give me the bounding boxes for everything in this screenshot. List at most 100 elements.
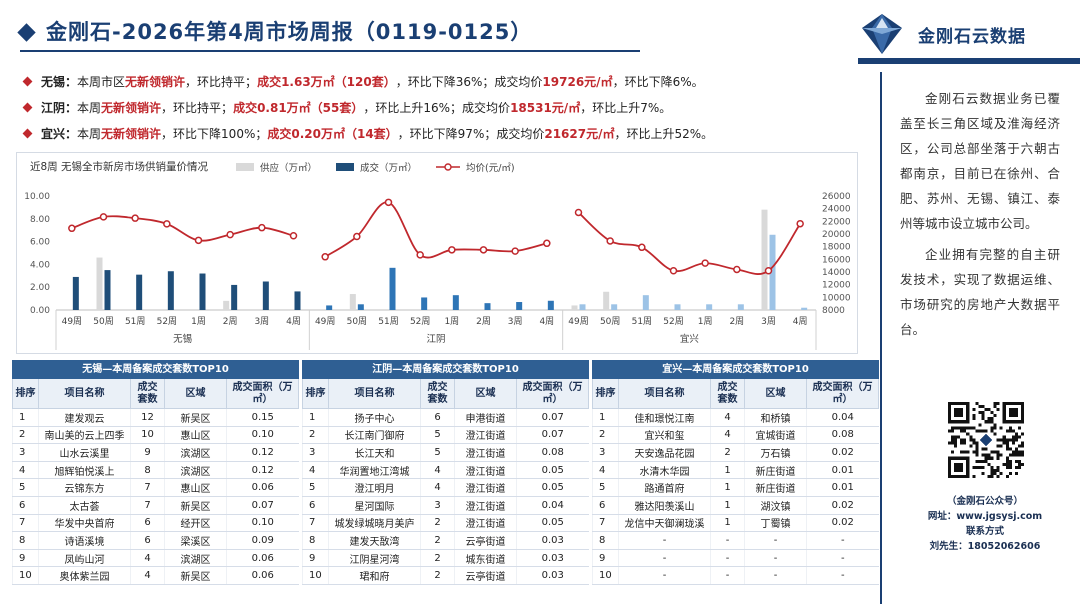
qr-module bbox=[963, 426, 967, 430]
district-cell: 澄江街道 bbox=[454, 461, 517, 480]
website-text[interactable]: 网址：www.jgsysj.com bbox=[927, 511, 1043, 522]
group-label: 无锡 bbox=[173, 333, 192, 345]
project-name-cell: 水清木华园 bbox=[618, 461, 711, 480]
qr-module bbox=[1020, 441, 1024, 445]
qr-module bbox=[993, 471, 997, 475]
top10-tables: 无锡—本周备案成交套数TOP10 排序 项目名称 成交套数 区域 成交面积（万㎡… bbox=[11, 360, 880, 600]
district-cell: 申港街道 bbox=[454, 408, 517, 427]
district-cell: 湖汶镇 bbox=[744, 496, 807, 515]
qr-module bbox=[996, 456, 1000, 460]
qr-module bbox=[1020, 462, 1024, 466]
y-right-tick-label: 16000 bbox=[822, 255, 851, 265]
summary-text: ，环比上升52%。 bbox=[614, 126, 714, 141]
qr-module bbox=[1005, 456, 1009, 460]
column-header: 成交面积（万㎡） bbox=[225, 378, 300, 409]
units-cell: 1 bbox=[710, 478, 745, 497]
price-point bbox=[479, 246, 488, 254]
qr-module bbox=[1017, 435, 1021, 439]
qr-module bbox=[975, 429, 979, 433]
project-name-cell: 扬子中心 bbox=[328, 408, 421, 427]
title-diamond-icon bbox=[17, 23, 36, 42]
table-caption: 宜兴—本周备案成交套数TOP10 bbox=[591, 360, 880, 379]
units-cell: 7 bbox=[130, 478, 165, 497]
qr-module bbox=[975, 450, 979, 454]
qr-module bbox=[978, 429, 982, 433]
table-row: 5 澄江明月 4 澄江街道 0.05 bbox=[302, 478, 589, 497]
x-tick-label: 2周 bbox=[729, 316, 744, 327]
qr-module bbox=[954, 444, 958, 448]
sales-bar bbox=[737, 304, 744, 310]
qr-module bbox=[969, 444, 973, 448]
sales-bar bbox=[262, 281, 269, 310]
rank-cell: 7 bbox=[302, 514, 329, 533]
table-body: 1 佳和璟悦江南 4 和桥镇 0.04 2 宜兴和玺 4 宜城街道 0.08 3 天安逸品花园 2 万石镇… bbox=[592, 408, 879, 585]
diamond-logo-icon bbox=[862, 14, 902, 54]
qr-module bbox=[987, 417, 991, 421]
summary-highlight: 18531元/㎡ bbox=[510, 100, 581, 115]
qr-module bbox=[981, 414, 985, 418]
supply-bar bbox=[96, 257, 103, 310]
intro-paragraph: 企业拥有完整的自主研发技术，实现了数据运维、市场研究的房地产大数据平台。 bbox=[900, 247, 1060, 337]
summary-highlight: 21627元/㎡ bbox=[544, 126, 615, 141]
qr-module bbox=[993, 405, 997, 409]
qr-module bbox=[951, 435, 955, 439]
units-cell: 4 bbox=[710, 426, 745, 445]
units-cell: 1 bbox=[710, 461, 745, 480]
qr-module bbox=[978, 411, 982, 415]
qr-module bbox=[984, 420, 988, 424]
table-row: 10- - - - bbox=[592, 566, 879, 585]
legend-label-price: 均价(元/㎡) bbox=[466, 162, 515, 174]
qr-module bbox=[1014, 450, 1018, 454]
column-header: 成交套数 bbox=[710, 378, 745, 409]
units-cell: 4 bbox=[420, 478, 455, 497]
project-name-cell: 澄江明月 bbox=[328, 478, 421, 497]
district-cell: 万石镇 bbox=[744, 443, 807, 462]
price-point bbox=[131, 214, 139, 222]
qr-module bbox=[984, 459, 988, 463]
qr-module bbox=[951, 441, 955, 445]
summary-highlight: 无新领销许 bbox=[125, 74, 186, 89]
qr-module bbox=[1008, 459, 1012, 463]
qr-module bbox=[993, 402, 997, 406]
project-name-cell: 星河国际 bbox=[328, 496, 421, 515]
qr-module bbox=[981, 411, 985, 415]
column-header: 成交套数 bbox=[420, 378, 455, 409]
page-title: 金刚石-2026年第4周市场周报（0119-0125） bbox=[46, 20, 533, 44]
table-row: 3 山水云溪里 9 滨湖区 0.12 bbox=[12, 443, 299, 462]
project-name-cell: 华发中央首府 bbox=[38, 514, 131, 533]
project-name-cell: 建发观云 bbox=[38, 408, 131, 427]
qr-module bbox=[990, 456, 994, 460]
qr-module bbox=[990, 468, 994, 472]
summary-text: 本周 bbox=[77, 126, 102, 141]
summary-city: 宜兴： bbox=[41, 126, 78, 141]
summary-text: ，环比持平； bbox=[185, 74, 258, 89]
qr-module bbox=[1002, 435, 1006, 439]
qr-module bbox=[984, 447, 988, 451]
qr-module bbox=[954, 435, 958, 439]
area-cell: 0.04 bbox=[515, 496, 589, 515]
qr-module bbox=[999, 444, 1003, 448]
qr-module bbox=[972, 414, 976, 418]
qr-module bbox=[972, 465, 976, 469]
area-cell: 0.07 bbox=[225, 496, 299, 515]
sales-bar bbox=[611, 304, 618, 310]
price-point bbox=[289, 231, 298, 240]
summary-city: 无锡： bbox=[41, 74, 78, 89]
qr-module bbox=[987, 474, 991, 478]
qr-module bbox=[960, 426, 964, 430]
column-header: 项目名称 bbox=[618, 378, 711, 409]
project-name-cell: 雅达阳羡溪山 bbox=[618, 496, 711, 515]
qr-module bbox=[984, 429, 988, 433]
table-row: 2 宜兴和玺 4 宜城街道 0.08 bbox=[592, 426, 879, 445]
sales-bar bbox=[516, 302, 523, 310]
qr-code-icon[interactable] bbox=[948, 402, 1024, 478]
intro-paragraph: 金刚石云数据业务已覆盖至长三角区域及淮海经济区，公司总部坐落于六朝古都南京，目前… bbox=[900, 91, 1060, 231]
qr-module bbox=[996, 408, 1000, 412]
y-left-tick-label: 4.00 bbox=[30, 260, 50, 270]
sales-bar bbox=[136, 274, 143, 310]
area-cell: 0.08 bbox=[515, 443, 589, 462]
qr-module bbox=[984, 408, 988, 412]
x-tick-label: 50周 bbox=[93, 316, 113, 327]
table-row: 3 天安逸品花园 2 万石镇 0.02 bbox=[592, 443, 879, 462]
project-name-cell: - bbox=[618, 549, 711, 568]
